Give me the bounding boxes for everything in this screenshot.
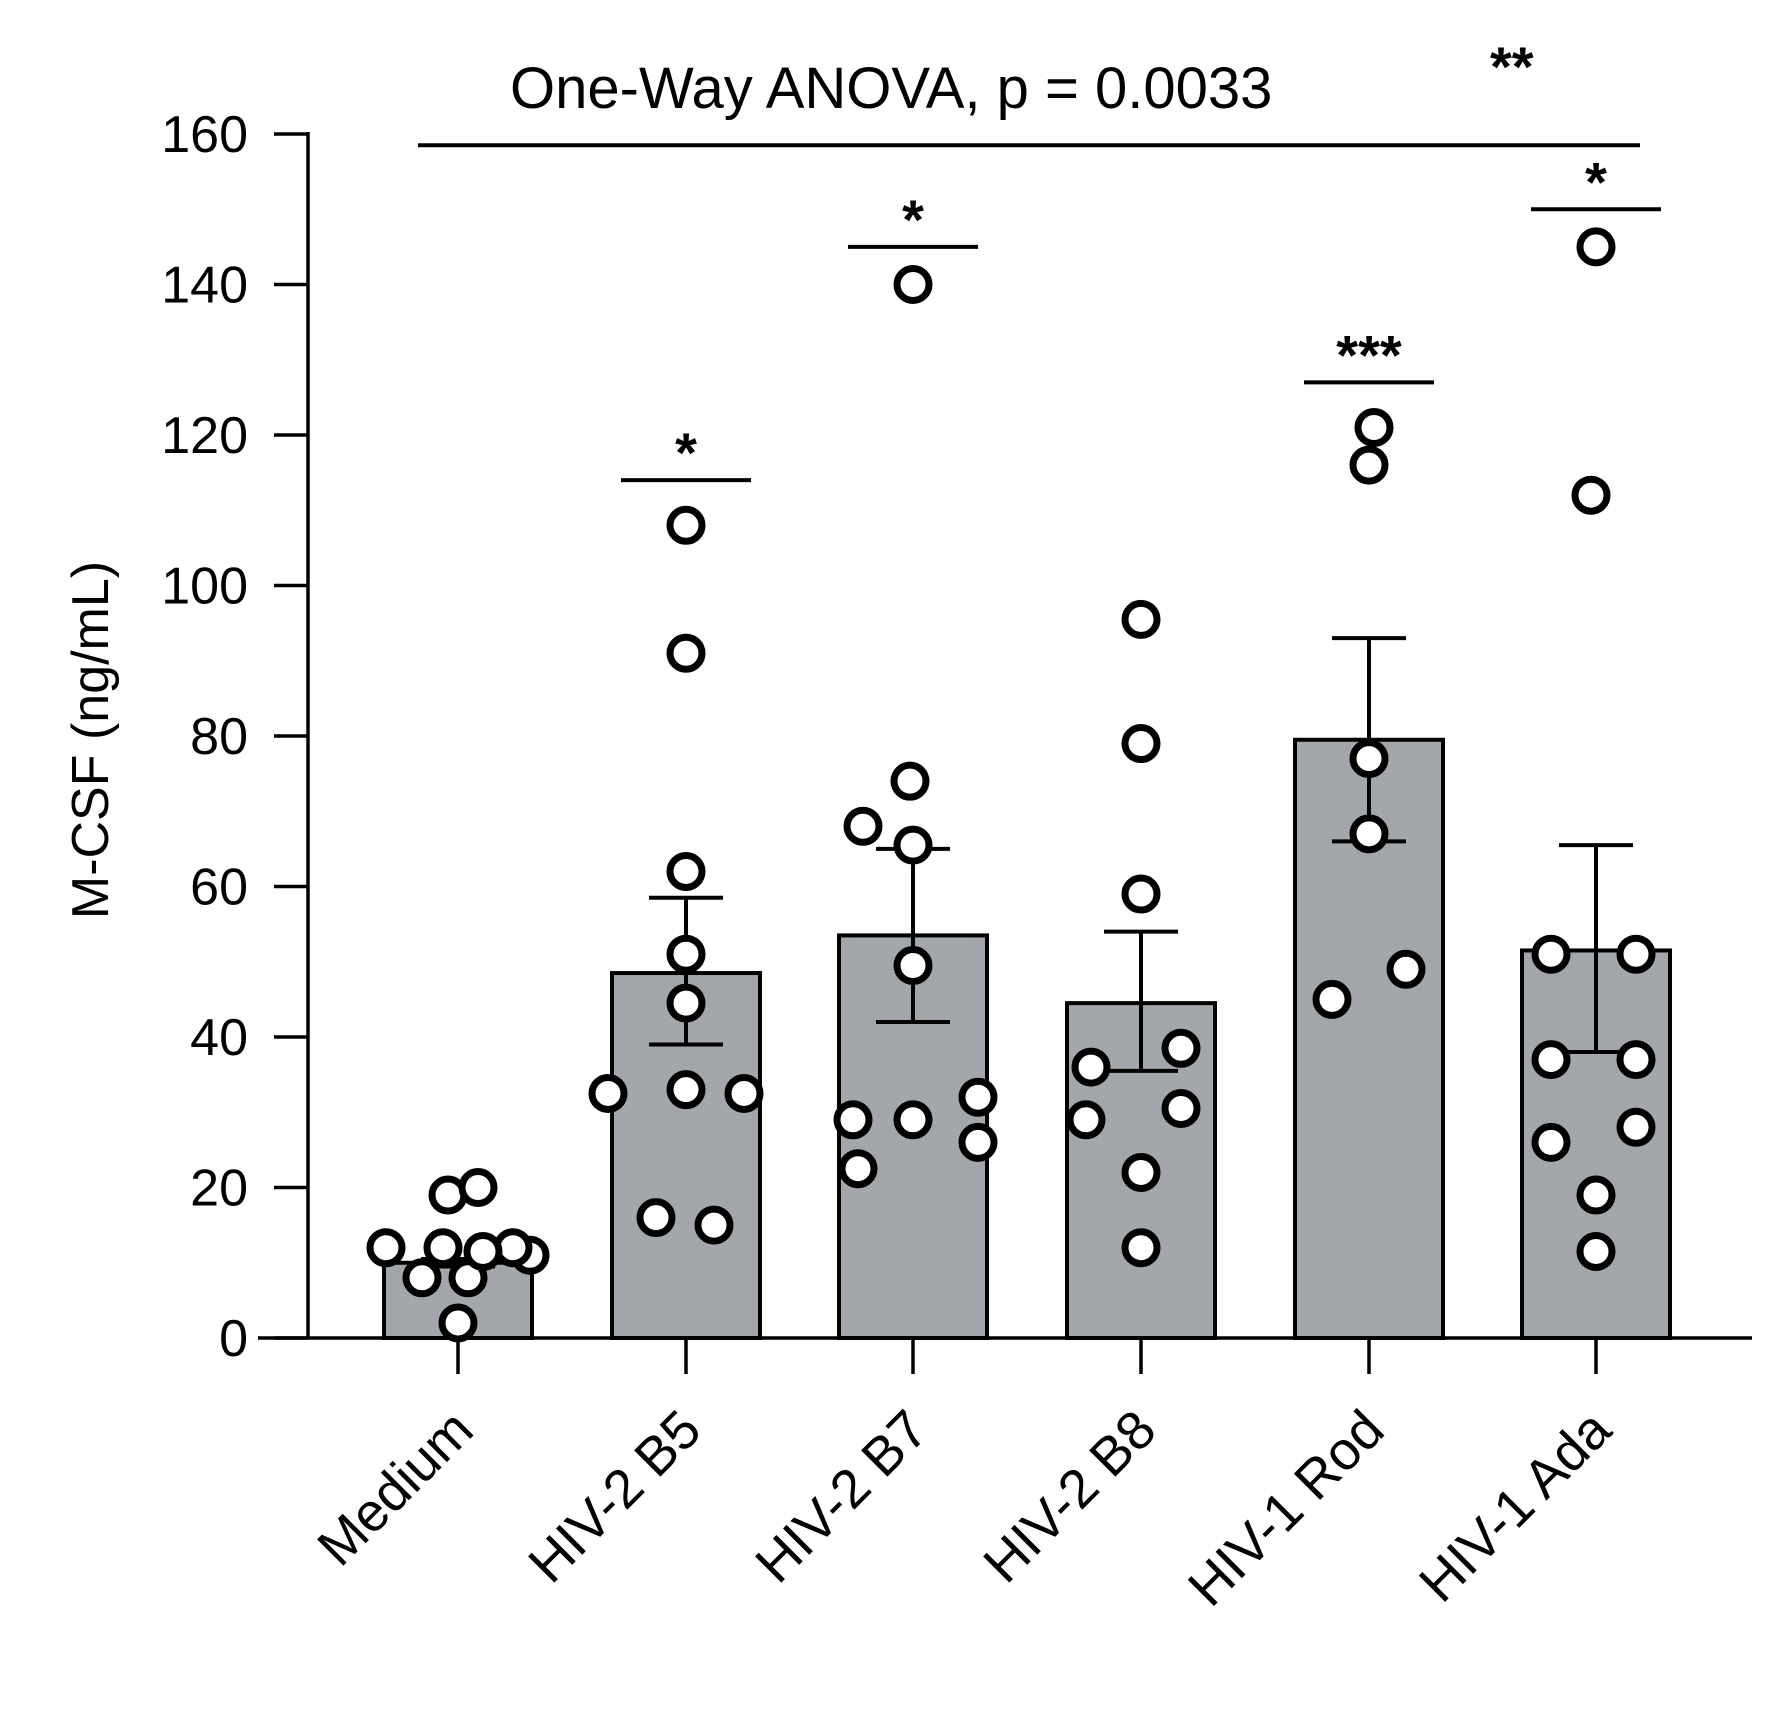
x-tick-label: HIV-2 B7 <box>744 1399 939 1594</box>
y-tick-label: 80 <box>190 708 248 766</box>
x-ticks-layer: Medium HIV-2 B5 HIV-2 B7 HIV-2 B8 HIV-1 Rod H… <box>306 1338 1623 1618</box>
significance-stars: * <box>902 188 924 251</box>
data-point <box>1066 1100 1106 1140</box>
data-point <box>1349 814 1389 854</box>
y-tick-label: 20 <box>190 1160 248 1218</box>
data-point <box>838 1149 878 1189</box>
data-point <box>1312 979 1352 1019</box>
x-tick-label: HIV-2 B8 <box>972 1399 1167 1594</box>
data-point <box>1121 599 1161 639</box>
significance-stars: *** <box>1336 323 1402 386</box>
anova-text: One-Way ANOVA, p = 0.0033 <box>510 56 1272 121</box>
significance-stars: * <box>1585 150 1607 213</box>
data-point <box>666 505 706 545</box>
data-point <box>1161 1028 1201 1068</box>
data-point <box>958 1077 998 1117</box>
data-point <box>1386 949 1426 989</box>
data-point <box>666 983 706 1023</box>
data-point <box>1121 874 1161 914</box>
data-point <box>1576 1175 1616 1215</box>
data-point <box>366 1228 406 1268</box>
data-point <box>636 1198 676 1238</box>
y-tick-label: 0 <box>219 1310 248 1368</box>
data-point <box>893 1100 933 1140</box>
data-point <box>423 1228 463 1268</box>
data-point <box>833 1100 873 1140</box>
y-axis-title: M-CSF (ng/mL) <box>62 561 120 919</box>
data-point <box>893 946 933 986</box>
data-point <box>1161 1088 1201 1128</box>
anova-annotation: One-Way ANOVA, p = 0.0033 ** <box>418 35 1640 148</box>
data-point <box>463 1231 503 1271</box>
y-tick-label: 100 <box>161 558 248 616</box>
significance-stars: * <box>675 421 697 484</box>
y-tick-label: 60 <box>190 859 248 917</box>
data-point <box>890 761 930 801</box>
data-points-layer <box>366 227 1656 1343</box>
data-point <box>438 1303 478 1343</box>
data-point <box>1349 739 1389 779</box>
anova-stars: ** <box>1490 35 1534 98</box>
data-point <box>666 851 706 891</box>
y-tick-label: 120 <box>161 407 248 465</box>
data-point <box>1616 934 1656 974</box>
data-point <box>666 934 706 974</box>
data-point <box>1616 1040 1656 1080</box>
y-tick-label: 140 <box>161 257 248 315</box>
x-tick-label: HIV-2 B5 <box>517 1399 712 1594</box>
data-point <box>1531 1122 1571 1162</box>
data-point <box>893 825 933 865</box>
data-point <box>694 1205 734 1245</box>
y-ticks-layer: 0 20 40 60 80 100 120 140 160 <box>161 106 308 1368</box>
x-tick-label: HIV-1 Rod <box>1177 1399 1396 1618</box>
data-point <box>1616 1107 1656 1147</box>
data-point <box>1531 1040 1571 1080</box>
data-point <box>588 1073 628 1113</box>
data-point <box>402 1258 442 1298</box>
data-point <box>458 1168 498 1207</box>
bars-layer <box>382 737 1672 1341</box>
data-point <box>1576 227 1616 267</box>
data-point <box>1531 934 1571 974</box>
x-tick-label: HIV-1 Ada <box>1408 1398 1623 1613</box>
data-point <box>666 1070 706 1110</box>
y-tick-label: 40 <box>190 1009 248 1067</box>
data-point <box>666 633 706 673</box>
data-point <box>893 265 933 304</box>
data-point <box>1576 1231 1616 1271</box>
data-point <box>724 1073 764 1113</box>
error-bars-layer <box>421 636 1633 1269</box>
data-point <box>843 806 883 846</box>
y-tick-label: 160 <box>161 106 248 164</box>
data-point <box>1354 407 1394 447</box>
data-point <box>1121 724 1161 764</box>
data-point <box>1071 1047 1111 1087</box>
data-point <box>1121 1228 1161 1268</box>
data-point <box>958 1122 998 1162</box>
data-point <box>1349 445 1389 485</box>
data-point <box>1121 1152 1161 1192</box>
significance-layer: ****** <box>621 150 1661 484</box>
data-point <box>1571 475 1611 515</box>
x-tick-label: Medium <box>306 1399 484 1577</box>
